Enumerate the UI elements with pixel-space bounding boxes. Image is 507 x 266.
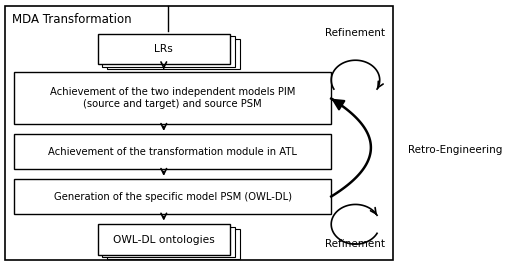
- Bar: [102, 36, 235, 66]
- Text: LRs: LRs: [154, 44, 173, 54]
- Bar: [102, 227, 235, 257]
- Text: MDA Transformation: MDA Transformation: [12, 13, 131, 26]
- Bar: [14, 134, 331, 169]
- Text: Achievement of the transformation module in ATL: Achievement of the transformation module…: [48, 147, 297, 156]
- Bar: [107, 229, 239, 260]
- Text: Refinement: Refinement: [325, 28, 385, 39]
- Bar: [14, 72, 331, 124]
- Bar: [5, 6, 393, 260]
- Text: Generation of the specific model PSM (OWL-DL): Generation of the specific model PSM (OW…: [54, 192, 292, 202]
- Text: Retro-Engineering: Retro-Engineering: [408, 145, 503, 155]
- Bar: [98, 224, 230, 255]
- Bar: [98, 34, 230, 64]
- Bar: [14, 179, 331, 214]
- Text: OWL-DL ontologies: OWL-DL ontologies: [113, 235, 214, 244]
- Text: Achievement of the two independent models PIM
(source and target) and source PSM: Achievement of the two independent model…: [50, 87, 295, 109]
- Text: Refinement: Refinement: [325, 239, 385, 250]
- Bar: [107, 39, 239, 69]
